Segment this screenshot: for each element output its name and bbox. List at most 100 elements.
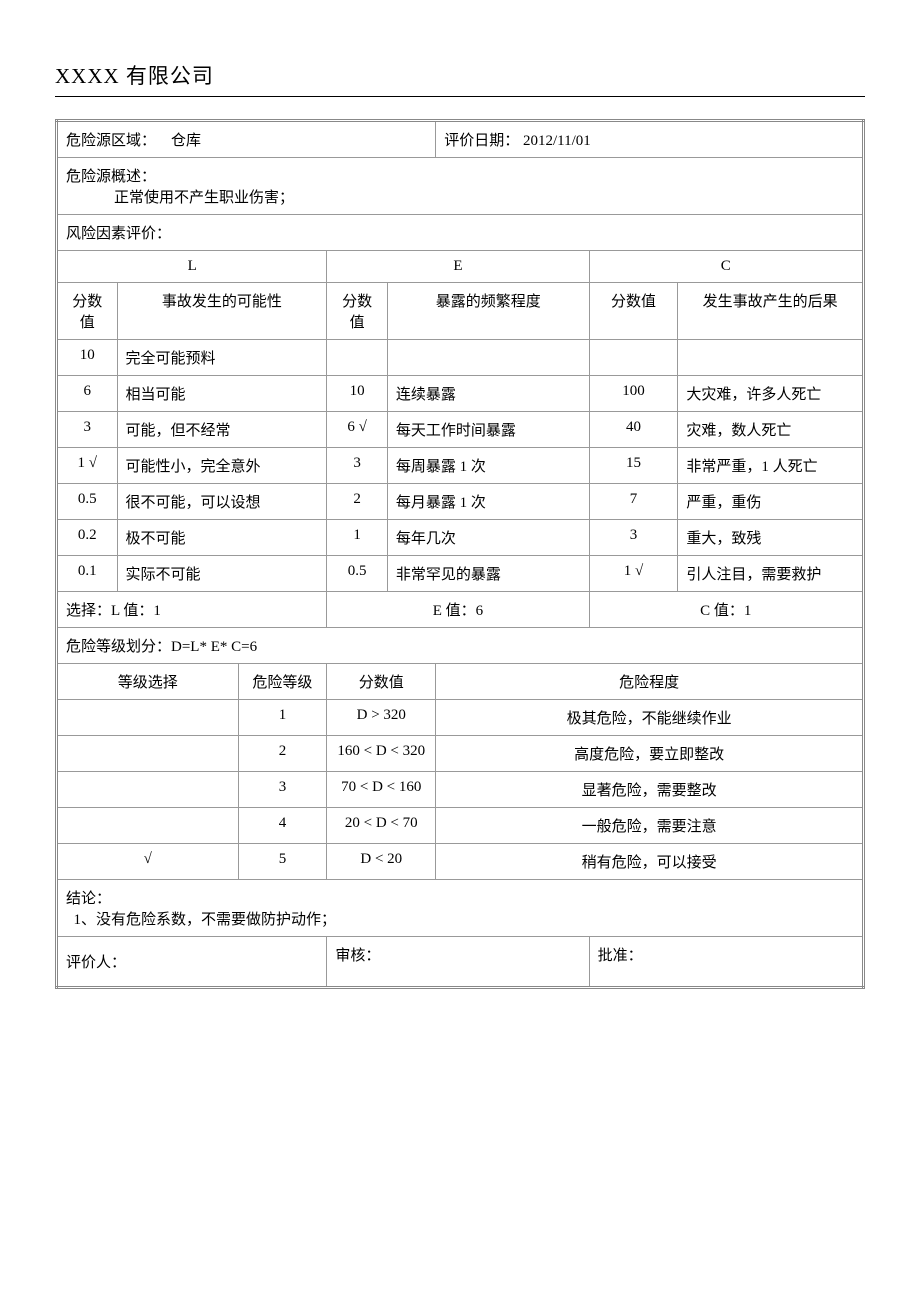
grade-score: D > 320 — [327, 700, 436, 736]
lec-ed: 每月暴露 1 次 — [387, 484, 589, 520]
lec-sub-e: 暴露的频繁程度 — [387, 283, 589, 340]
area-value: 仓库 — [171, 133, 201, 149]
lec-ls: 0.1 — [57, 556, 118, 592]
lec-cs: 3 — [589, 520, 678, 556]
grade-col-level: 危险等级 — [238, 664, 327, 700]
lec-ls: 10 — [57, 340, 118, 376]
overview-text: 正常使用不产生职业伤害； — [66, 186, 854, 207]
lec-ls: 6 — [57, 376, 118, 412]
lec-es — [327, 340, 388, 376]
lec-ed: 每天工作时间暴露 — [387, 412, 589, 448]
lec-ld: 可能，但不经常 — [117, 412, 327, 448]
grade-lvl: 5 — [238, 844, 327, 880]
area-cell: 危险源区域： 仓库 — [57, 121, 436, 158]
grade-row: 4 20 < D < 70 一般危险，需要注意 — [57, 808, 864, 844]
lec-cd: 重大，致残 — [678, 520, 864, 556]
lec-ls: 0.2 — [57, 520, 118, 556]
grade-sel: √ — [57, 844, 239, 880]
lec-ls: 3 — [57, 412, 118, 448]
grade-row: 2 160 < D < 320 高度危险，要立即整改 — [57, 736, 864, 772]
grade-sel — [57, 808, 239, 844]
lec-es: 6 √ — [327, 412, 388, 448]
grade-deg: 极其危险，不能继续作业 — [436, 700, 864, 736]
lec-ld: 实际不可能 — [117, 556, 327, 592]
grade-row: 1 D > 320 极其危险，不能继续作业 — [57, 700, 864, 736]
assessment-table: 危险源区域： 仓库 评价日期： 2012/11/01 危险源概述： 正常使用不产… — [55, 119, 865, 989]
lec-es: 1 — [327, 520, 388, 556]
area-label: 危险源区域： — [66, 133, 156, 149]
grade-col-select: 等级选择 — [57, 664, 239, 700]
lec-row: 0.2 极不可能 1 每年几次 3 重大，致残 — [57, 520, 864, 556]
lec-ed: 非常罕见的暴露 — [387, 556, 589, 592]
lec-ed: 每周暴露 1 次 — [387, 448, 589, 484]
lec-ld: 完全可能预料 — [117, 340, 327, 376]
lec-row: 1 √ 可能性小，完全意外 3 每周暴露 1 次 15 非常严重，1 人死亡 — [57, 448, 864, 484]
lec-cs: 7 — [589, 484, 678, 520]
grade-sel — [57, 736, 239, 772]
sign-reviewer: 审核： — [327, 937, 589, 988]
date-label: 评价日期： — [444, 133, 519, 149]
grade-lvl: 4 — [238, 808, 327, 844]
grade-col-degree: 危险程度 — [436, 664, 864, 700]
grade-lvl: 3 — [238, 772, 327, 808]
lec-ed — [387, 340, 589, 376]
conclusion-label: 结论： — [66, 891, 111, 907]
lec-header-e: E — [327, 251, 589, 283]
grade-sel — [57, 772, 239, 808]
lec-ed: 每年几次 — [387, 520, 589, 556]
lec-cs: 1 √ — [589, 556, 678, 592]
grade-deg: 显著危险，需要整改 — [436, 772, 864, 808]
grade-deg: 稍有危险，可以接受 — [436, 844, 864, 880]
lec-row: 10 完全可能预料 — [57, 340, 864, 376]
risk-eval-label: 风险因素评价： — [57, 215, 864, 251]
grade-sel — [57, 700, 239, 736]
lec-cd: 严重，重伤 — [678, 484, 864, 520]
lec-ld: 很不可能，可以设想 — [117, 484, 327, 520]
lec-cs: 40 — [589, 412, 678, 448]
lec-ld: 相当可能 — [117, 376, 327, 412]
formula-label: 危险等级划分：D=L* E* C=6 — [57, 628, 864, 664]
lec-row: 0.1 实际不可能 0.5 非常罕见的暴露 1 √ 引人注目，需要救护 — [57, 556, 864, 592]
grade-lvl: 1 — [238, 700, 327, 736]
conclusion-text: 1、没有危险系数，不需要做防护动作； — [74, 912, 337, 928]
overview-cell: 危险源概述： 正常使用不产生职业伤害； — [57, 158, 864, 215]
overview-label: 危险源概述： — [66, 169, 156, 185]
lec-ld: 可能性小，完全意外 — [117, 448, 327, 484]
lec-row: 3 可能，但不经常 6 √ 每天工作时间暴露 40 灾难，数人死亡 — [57, 412, 864, 448]
lec-cd: 非常严重，1 人死亡 — [678, 448, 864, 484]
grade-score: 160 < D < 320 — [327, 736, 436, 772]
lec-header-l: L — [57, 251, 327, 283]
select-e: E 值：6 — [327, 592, 589, 628]
lec-cd: 引人注目，需要救护 — [678, 556, 864, 592]
lec-score-e: 分数值 — [327, 283, 388, 340]
lec-sub-c: 发生事故产生的后果 — [678, 283, 864, 340]
lec-es: 0.5 — [327, 556, 388, 592]
date-value: 2012/11/01 — [523, 133, 591, 149]
lec-score-c: 分数值 — [589, 283, 678, 340]
grade-row: 3 70 < D < 160 显著危险，需要整改 — [57, 772, 864, 808]
lec-cd: 灾难，数人死亡 — [678, 412, 864, 448]
grade-deg: 一般危险，需要注意 — [436, 808, 864, 844]
lec-score-l: 分数值 — [57, 283, 118, 340]
lec-cs — [589, 340, 678, 376]
grade-score: 70 < D < 160 — [327, 772, 436, 808]
lec-cd: 大灾难，许多人死亡 — [678, 376, 864, 412]
date-cell: 评价日期： 2012/11/01 — [436, 121, 864, 158]
header-divider — [55, 96, 865, 97]
sign-approver: 批准： — [589, 937, 863, 988]
grade-row: √ 5 D < 20 稍有危险，可以接受 — [57, 844, 864, 880]
lec-cs: 15 — [589, 448, 678, 484]
grade-lvl: 2 — [238, 736, 327, 772]
sign-evaluator: 评价人： — [57, 937, 327, 988]
company-name: XXXX 有限公司 — [55, 60, 865, 90]
lec-es: 10 — [327, 376, 388, 412]
grade-score: 20 < D < 70 — [327, 808, 436, 844]
grade-col-score: 分数值 — [327, 664, 436, 700]
lec-row: 6 相当可能 10 连续暴露 100 大灾难，许多人死亡 — [57, 376, 864, 412]
grade-score: D < 20 — [327, 844, 436, 880]
select-c: C 值：1 — [589, 592, 863, 628]
lec-ld: 极不可能 — [117, 520, 327, 556]
lec-sub-l: 事故发生的可能性 — [117, 283, 327, 340]
conclusion-cell: 结论： 1、没有危险系数，不需要做防护动作； — [57, 880, 864, 937]
lec-row: 0.5 很不可能，可以设想 2 每月暴露 1 次 7 严重，重伤 — [57, 484, 864, 520]
